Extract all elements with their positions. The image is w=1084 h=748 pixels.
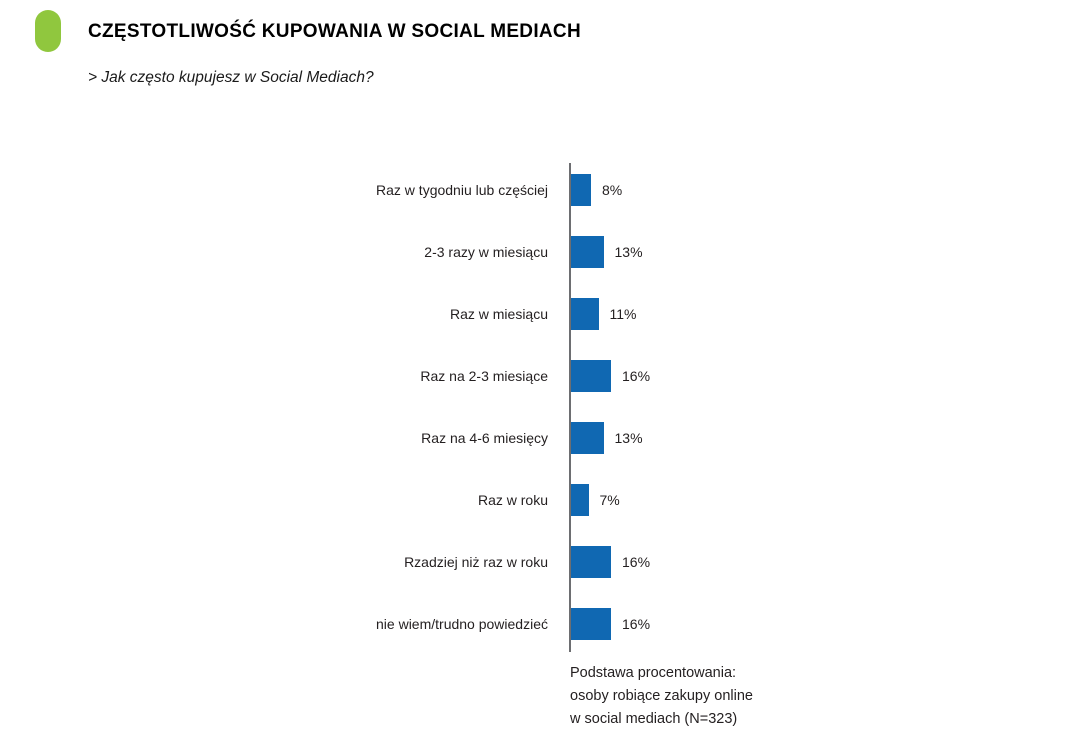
bar bbox=[571, 422, 604, 454]
bar-row: Raz na 2-3 miesiące 16% bbox=[0, 345, 1084, 407]
bar-row: Rzadziej niż raz w roku 16% bbox=[0, 531, 1084, 593]
bar-row: Raz w tygodniu lub częściej 8% bbox=[0, 159, 1084, 221]
bar-rows: Raz w tygodniu lub częściej 8% 2-3 razy w … bbox=[0, 159, 1084, 655]
value-label: 16% bbox=[622, 616, 651, 632]
bar-row: Raz na 4-6 miesięcy 13% bbox=[0, 407, 1084, 469]
value-label: 7% bbox=[599, 492, 620, 508]
footnote-line: Podstawa procentowania: bbox=[570, 665, 737, 681]
bar-row: nie wiem/trudno powiedzieć 16% bbox=[0, 593, 1084, 655]
value-label: 13% bbox=[614, 244, 643, 260]
category-label: Rzadziej niż raz w roku bbox=[404, 554, 548, 570]
value-label: 8% bbox=[602, 182, 623, 198]
value-label: 16% bbox=[622, 554, 651, 570]
bar bbox=[571, 298, 599, 330]
bar bbox=[571, 174, 591, 206]
frequency-bar-chart: Raz w tygodniu lub częściej 8% 2-3 razy w … bbox=[0, 159, 1084, 659]
question-subtitle: > Jak często kupujesz w Social Mediach? bbox=[88, 69, 374, 86]
green-bullet-icon bbox=[35, 10, 61, 52]
bar bbox=[571, 360, 611, 392]
category-label: Raz w tygodniu lub częściej bbox=[376, 182, 548, 198]
category-label: Raz na 2-3 miesiące bbox=[420, 368, 548, 384]
category-label: Raz na 4-6 miesięcy bbox=[421, 430, 548, 446]
y-axis-line bbox=[569, 163, 571, 652]
bar bbox=[571, 546, 611, 578]
category-label: 2-3 razy w miesiącu bbox=[424, 244, 548, 260]
page-title: CZĘSTOTLIWOŚĆ KUPOWANIA W SOCIAL MEDIACH bbox=[88, 21, 581, 42]
footnote: Podstawa procentowania: osoby robiące za… bbox=[570, 662, 753, 731]
bar bbox=[571, 236, 604, 268]
bar-row: 2-3 razy w miesiącu 13% bbox=[0, 221, 1084, 283]
value-label: 16% bbox=[622, 368, 651, 384]
category-label: nie wiem/trudno powiedzieć bbox=[376, 616, 548, 632]
footnote-line: w social mediach (N=323) bbox=[570, 711, 738, 727]
category-label: Raz w miesiącu bbox=[449, 306, 548, 322]
bar bbox=[571, 484, 589, 516]
value-label: 11% bbox=[609, 306, 637, 322]
bar-row: Raz w roku 7% bbox=[0, 469, 1084, 531]
bar bbox=[571, 608, 611, 640]
footnote-line: osoby robiące zakupy online bbox=[570, 688, 753, 704]
value-label: 13% bbox=[614, 430, 643, 446]
bar-row: Raz w miesiącu 11% bbox=[0, 283, 1084, 345]
category-label: Raz w roku bbox=[477, 492, 548, 508]
